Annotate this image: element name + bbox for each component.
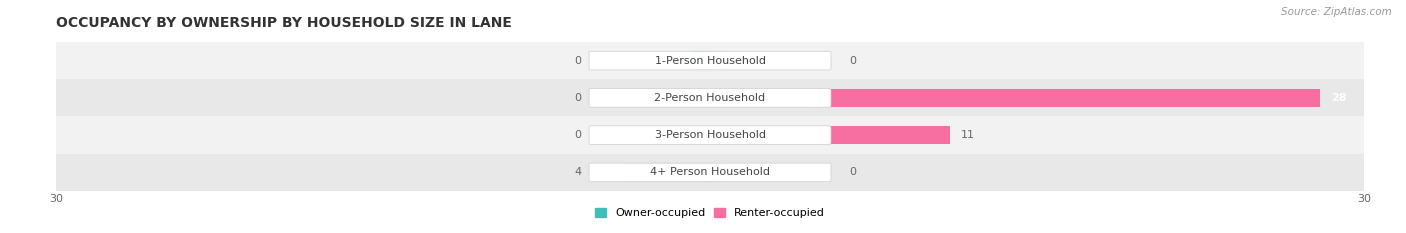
Bar (56, 79, 1364, 116)
Text: 0: 0 (849, 168, 856, 177)
Text: 3-Person Household: 3-Person Household (655, 130, 765, 140)
FancyBboxPatch shape (589, 126, 831, 144)
FancyBboxPatch shape (589, 163, 831, 182)
Bar (710, 89, 1320, 107)
Bar (56, 154, 1364, 191)
Bar (710, 126, 950, 144)
Bar (56, 116, 1364, 154)
Bar (693, 126, 710, 144)
Text: OCCUPANCY BY OWNERSHIP BY HOUSEHOLD SIZE IN LANE: OCCUPANCY BY OWNERSHIP BY HOUSEHOLD SIZE… (56, 16, 512, 30)
Text: 0: 0 (575, 56, 582, 65)
Text: 0: 0 (575, 93, 582, 103)
FancyBboxPatch shape (589, 89, 831, 107)
Text: Source: ZipAtlas.com: Source: ZipAtlas.com (1281, 7, 1392, 17)
Bar (693, 51, 710, 70)
Text: 28: 28 (1331, 93, 1347, 103)
Text: 0: 0 (575, 130, 582, 140)
FancyBboxPatch shape (589, 51, 831, 70)
Text: 2-Person Household: 2-Person Household (654, 93, 766, 103)
Bar (623, 163, 710, 182)
Text: 4: 4 (574, 168, 582, 177)
Text: 1-Person Household: 1-Person Household (655, 56, 765, 65)
Bar (56, 42, 1364, 79)
Legend: Owner-occupied, Renter-occupied: Owner-occupied, Renter-occupied (595, 208, 825, 218)
Bar (693, 89, 710, 107)
Text: 0: 0 (849, 56, 856, 65)
Bar (710, 51, 727, 70)
Bar (710, 163, 727, 182)
Text: 11: 11 (960, 130, 974, 140)
Text: 4+ Person Household: 4+ Person Household (650, 168, 770, 177)
